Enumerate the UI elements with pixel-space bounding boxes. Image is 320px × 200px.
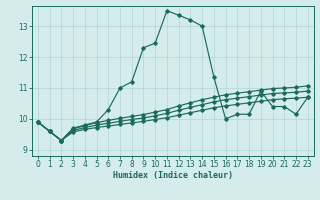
X-axis label: Humidex (Indice chaleur): Humidex (Indice chaleur) xyxy=(113,171,233,180)
